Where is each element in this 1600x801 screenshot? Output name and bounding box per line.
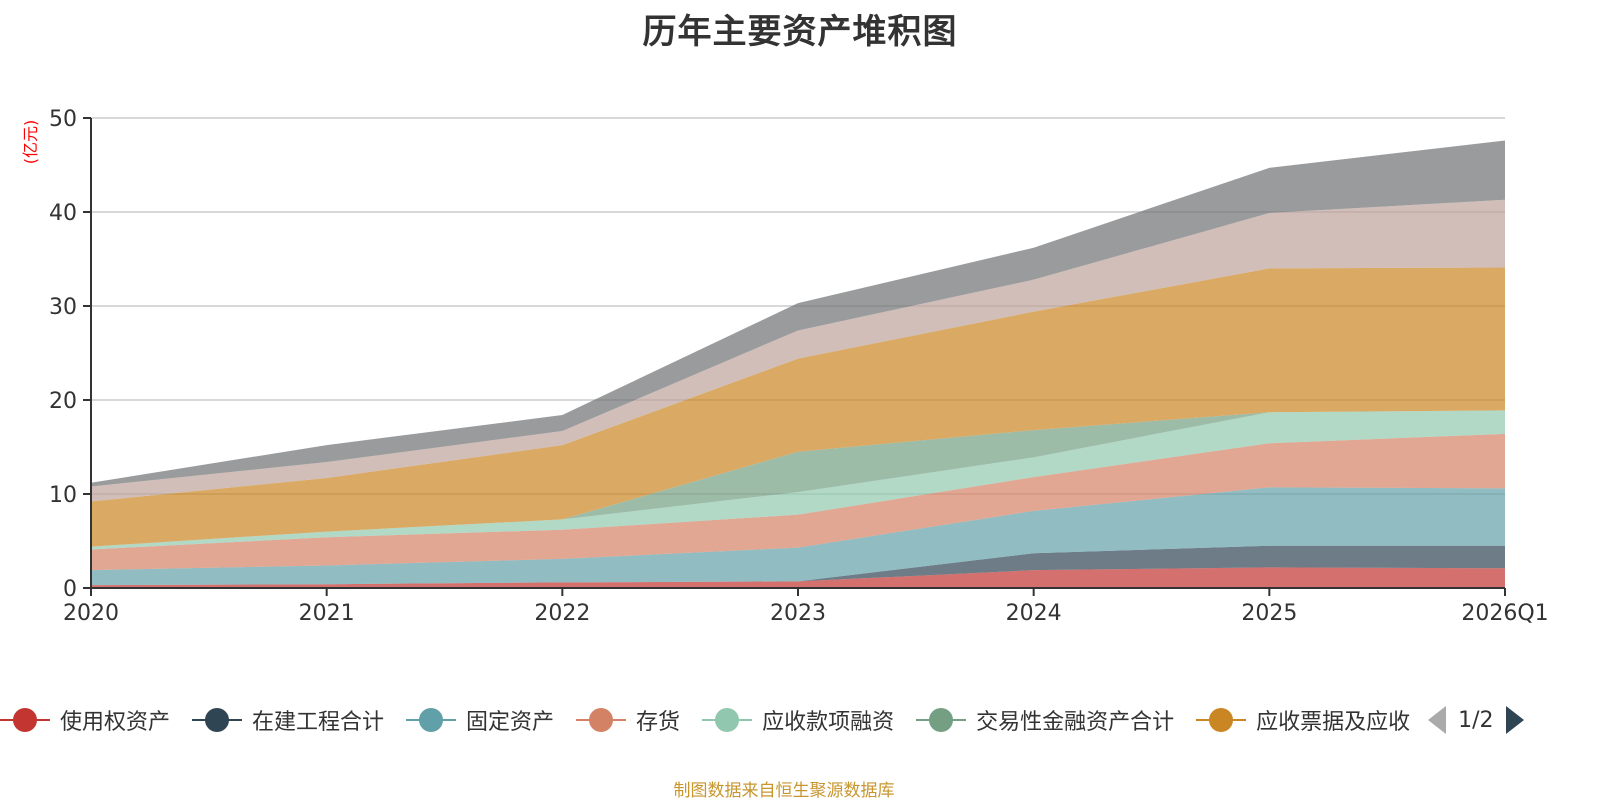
area-series-4 — [91, 433, 1505, 571]
legend-item[interactable]: 固定资产 — [406, 704, 554, 736]
legend-next-page-icon[interactable] — [1505, 706, 1524, 734]
area-series-8 — [91, 199, 1505, 502]
legend-label: 交易性金融资产合计 — [976, 710, 1175, 735]
area-series-6 — [91, 410, 1505, 547]
chart-title: 历年主要资产堆积图 — [642, 12, 958, 52]
x-tick-label: 2020 — [63, 601, 119, 626]
area-series — [91, 140, 1505, 588]
legend-label: 应收票据及应收 — [1256, 710, 1411, 735]
data-source-note: 制图数据来自恒生聚源数据库 — [673, 781, 895, 801]
legend-label: 应收款项融资 — [762, 710, 895, 735]
area-series-3 — [91, 487, 1505, 586]
legend-label: 在建工程合计 — [252, 710, 385, 735]
legend-item[interactable]: 在建工程合计 — [192, 704, 384, 736]
y-tick-label: 20 — [49, 389, 77, 414]
legend-marker-icon — [0, 708, 50, 732]
y-tick-label: 0 — [63, 577, 77, 602]
legend-marker-icon — [406, 708, 457, 732]
x-tick-label: 2021 — [299, 601, 355, 626]
legend-marker-icon — [1196, 708, 1247, 732]
axes: 0 10 20 30 40 50 2020 2021 2022 2023 2024 2025 2026Q… — [49, 107, 1549, 626]
area-series-2 — [91, 545, 1505, 586]
legend-item[interactable]: 使用权资产 — [0, 704, 170, 736]
y-tick-label: 30 — [49, 295, 77, 320]
legend-marker-icon — [702, 708, 753, 732]
area-series-9 — [91, 140, 1505, 487]
area-series-5 — [91, 410, 1505, 550]
legend-pager: 1/2 — [1428, 706, 1524, 734]
legend-item[interactable]: 交易性金融资产合计 — [916, 704, 1174, 736]
area-series-7 — [91, 267, 1505, 547]
legend-marker-icon — [192, 708, 243, 732]
legend-page-indicator: 1/2 — [1458, 707, 1494, 733]
legend-item[interactable]: 应收款项融资 — [702, 704, 894, 736]
x-tick-label: 2026Q1 — [1461, 601, 1548, 626]
y-axis-unit-label: (亿元) — [21, 120, 40, 165]
legend-label: 存货 — [636, 710, 681, 735]
legend-marker-icon — [916, 708, 967, 732]
legend: 使用权资产 在建工程合计 固定资产 存货 应收款项融资 交易性金融资产合计 应收票据及应收 1… — [0, 702, 1524, 738]
x-tick-label: 2025 — [1241, 601, 1297, 626]
x-tick-label: 2024 — [1006, 601, 1062, 626]
legend-label: 固定资产 — [466, 710, 555, 735]
legend-label: 使用权资产 — [60, 710, 171, 735]
area-series-1 — [91, 567, 1505, 588]
y-tick-label: 40 — [49, 201, 77, 226]
legend-item[interactable]: 应收票据及应收 — [1196, 704, 1410, 736]
y-tick-label: 10 — [49, 483, 77, 508]
stacked-area-chart: 0 10 20 30 40 50 2020 2021 2022 2023 2024 2025 2026Q… — [21, 107, 1549, 626]
x-tick-label: 2022 — [534, 601, 590, 626]
x-tick-label: 2023 — [770, 601, 826, 626]
legend-item[interactable]: 存货 — [576, 704, 680, 736]
legend-marker-icon — [576, 708, 627, 732]
y-tick-label: 50 — [49, 107, 77, 132]
legend-prev-page-icon[interactable] — [1428, 706, 1447, 734]
